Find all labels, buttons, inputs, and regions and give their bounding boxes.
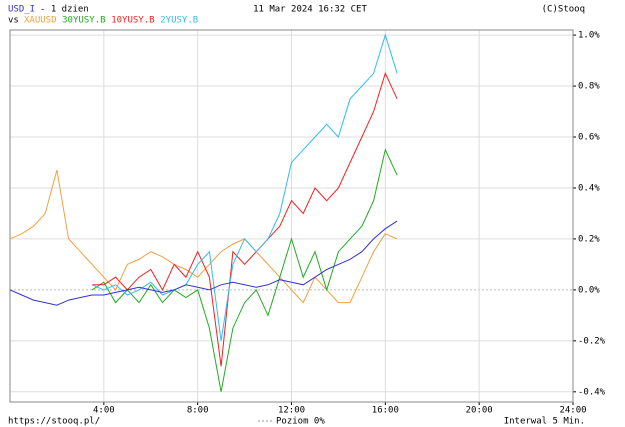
x-tick-label: 24:00 [559, 406, 586, 416]
x-tick-label: 16:00 [372, 406, 399, 416]
series-line [9, 220, 398, 306]
y-tick-label: 1.0% [578, 31, 600, 41]
y-tick-label: -0.2% [578, 336, 606, 346]
y-tick-label: 0.4% [578, 183, 600, 193]
legend-entry: 2YUSY.B [160, 16, 198, 26]
copyright: (C)Stooq [542, 5, 585, 15]
x-tick-label: 12:00 [278, 406, 305, 416]
date: 11 Mar 2024 16:32 CET [253, 5, 367, 15]
legend-entry: 30YUSY.B [62, 16, 105, 26]
legend-entry: XAUUSD [24, 16, 57, 26]
source: https://stooq.pl/ [8, 417, 100, 427]
x-tick-label: 8:00 [187, 406, 209, 416]
period: - 1 dzien [40, 5, 89, 15]
vs-label: vs [8, 16, 19, 26]
series-line [91, 33, 398, 341]
legend-entry: 10YUSY.B [111, 16, 154, 26]
interval: Interwal 5 Min. [504, 417, 585, 427]
series-line [9, 169, 398, 304]
zero-label: Poziom 0% [276, 417, 325, 427]
x-tick-label: 4:00 [93, 406, 115, 416]
plot-frame [9, 29, 574, 403]
y-tick-label: 0.0% [578, 285, 600, 295]
y-tick-label: 0.2% [578, 234, 600, 244]
y-tick-label: 0.8% [578, 82, 600, 92]
series-line [92, 71, 398, 367]
y-tick-label: 0.6% [578, 133, 600, 143]
series-line [91, 148, 398, 392]
y-tick-label: -0.4% [578, 387, 606, 397]
series-name: USD_I [8, 5, 35, 15]
x-tick-label: 20:00 [466, 406, 493, 416]
